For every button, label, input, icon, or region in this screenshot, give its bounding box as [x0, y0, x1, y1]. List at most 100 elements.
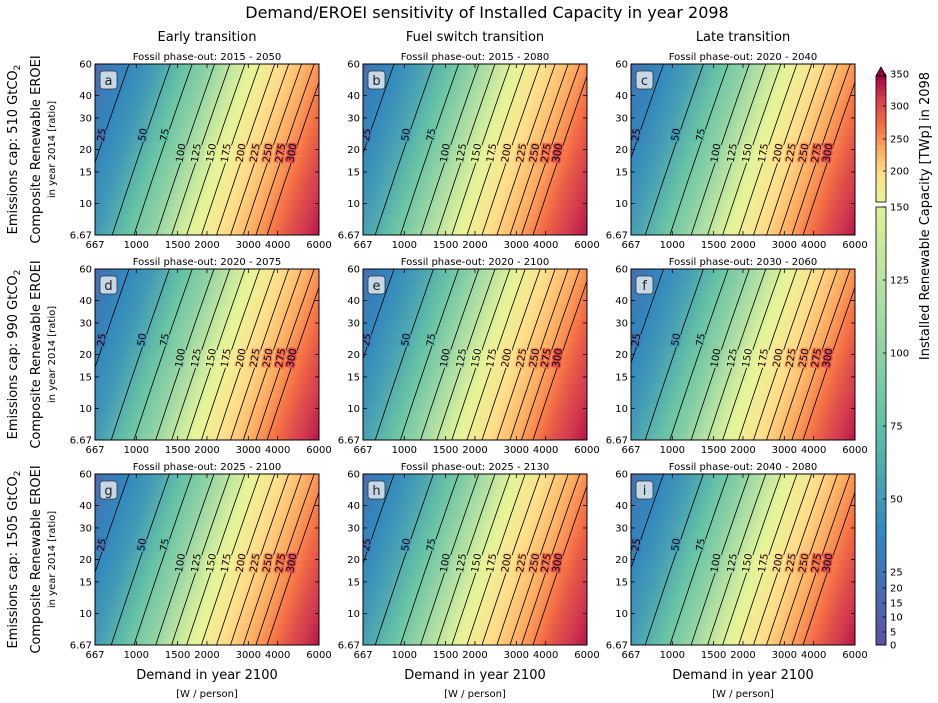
contour-line-175: [466, 64, 526, 235]
contour-line-75: [669, 64, 729, 235]
contour-line-300: [532, 484, 587, 645]
colorbar-tick-label: 10: [890, 613, 903, 624]
contour-line-225: [230, 474, 290, 645]
contour-label: 150: [741, 143, 755, 164]
contour-label: 200: [235, 143, 249, 164]
contour-line-300: [532, 74, 587, 235]
contour-label: 50: [670, 128, 683, 142]
colorbar-tick-label: 0: [890, 641, 896, 652]
contour-label: 275: [274, 553, 288, 574]
x-tick-label: 1000: [660, 240, 685, 251]
contour-line-200: [481, 64, 541, 235]
contour-label: 75: [695, 538, 708, 552]
contour-line-200: [216, 474, 276, 645]
x-tick-label: 6000: [842, 650, 867, 661]
x-axis-sublabel-2: [W / person]: [444, 689, 506, 700]
colorbar-tick-label: 300: [890, 102, 909, 113]
contour-line-50: [374, 64, 434, 235]
contour-line-50: [644, 64, 704, 235]
y-tick-label: 10: [347, 609, 360, 620]
contour-line-75: [400, 64, 459, 235]
contour-label: 100: [709, 553, 723, 574]
contour-label: 250: [798, 348, 812, 369]
contour-line-150: [451, 474, 511, 645]
contour-line-100: [690, 269, 750, 440]
contour-label: 175: [485, 553, 499, 574]
x-tick-label: 3000: [772, 650, 797, 661]
y-tick-label: 20: [615, 350, 628, 361]
contour-line-50: [110, 269, 170, 440]
y-tick-label: 20: [79, 145, 92, 156]
contour-line-75: [669, 269, 729, 440]
panel-letter: a: [105, 74, 113, 89]
colorbar-upper: [875, 66, 887, 203]
contour-label: 275: [540, 143, 554, 164]
contour-line-125: [707, 64, 767, 235]
contour-label: 175: [220, 553, 234, 574]
contour-line-50: [644, 474, 704, 645]
contour-line-200: [753, 64, 813, 235]
y-tick-label: 15: [347, 167, 360, 178]
contour-label: 300: [551, 553, 565, 574]
y-axis-label-3: Composite Renewable EROEI: [29, 465, 44, 653]
contour-label: 175: [757, 143, 771, 164]
contour-line-275: [521, 474, 581, 645]
contour-label: 75: [425, 128, 438, 142]
colorbar-tick-label: 200: [890, 167, 909, 178]
colorbar-tick-label: 100: [890, 349, 909, 360]
contour-line-250: [778, 64, 838, 235]
contour-line-300: [802, 285, 855, 440]
y-tick-label: 6.67: [606, 436, 628, 447]
contour-label: 275: [540, 553, 554, 574]
contour-line-75: [400, 269, 459, 440]
panel-subtitle: Fossil phase-out: 2020 - 2075: [133, 257, 281, 268]
contour-label: 25: [96, 538, 109, 552]
contour-line-50: [374, 269, 434, 440]
contour-label: 75: [695, 333, 708, 347]
y-tick-label: 20: [615, 145, 628, 156]
x-tick-label: 1000: [392, 650, 417, 661]
contour-line-275: [791, 269, 851, 440]
contour-line-125: [171, 64, 231, 235]
contour-line-75: [133, 269, 193, 440]
y-tick-label: 15: [615, 577, 628, 588]
contour-line-250: [509, 474, 569, 645]
contour-label: 125: [455, 553, 469, 574]
x-tick-label: 667: [85, 240, 104, 251]
contour-line-100: [690, 474, 750, 645]
contour-label: 225: [785, 553, 799, 574]
x-tick-label: 1500: [701, 240, 726, 251]
x-axis-sublabel-1: [W / person]: [176, 689, 238, 700]
colorbar-tick-label: 25: [890, 568, 903, 579]
contour-line-150: [451, 269, 511, 440]
row-title-1: Emissions cap: 510 GtCO2: [6, 65, 23, 235]
contour-label: 275: [540, 348, 554, 369]
contour-line-25: [95, 64, 130, 164]
contour-label: 100: [174, 348, 188, 369]
contour-line-275: [521, 269, 581, 440]
y-tick-label: 15: [347, 577, 360, 588]
y-tick-label: 40: [347, 296, 360, 307]
contour-label: 100: [709, 348, 723, 369]
contour-label: 200: [500, 553, 514, 574]
contour-label: 50: [136, 538, 149, 552]
contour-label: 75: [159, 333, 172, 347]
x-tick-label: 1000: [392, 445, 417, 456]
contour-label: 50: [137, 128, 150, 142]
contour-label: 225: [515, 143, 529, 164]
contour-line-300: [266, 285, 319, 440]
contour-label: 300: [821, 348, 835, 369]
contour-line-125: [436, 474, 496, 645]
y-tick-label: 40: [615, 296, 628, 307]
contour-line-300: [802, 80, 855, 235]
x-tick-label: 2000: [730, 240, 755, 251]
colorbar-tick-label: 250: [890, 135, 909, 146]
x-tick-label: 3000: [236, 650, 261, 661]
contour-line-75: [669, 474, 729, 645]
x-tick-label: 1500: [165, 240, 190, 251]
y-tick-label: 40: [79, 501, 92, 512]
y-tick-label: 60: [615, 470, 628, 481]
panel-letter-box: [635, 480, 654, 500]
contour-line-100: [155, 269, 215, 440]
